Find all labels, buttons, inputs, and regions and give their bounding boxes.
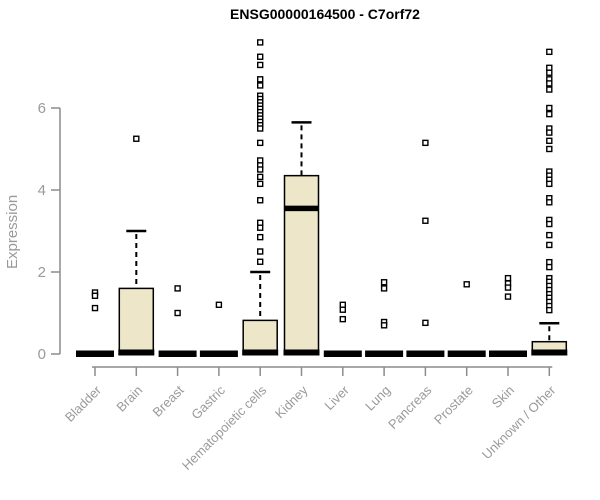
outlier-point xyxy=(422,319,429,327)
box-group-hematopoietic-cells xyxy=(242,39,279,356)
box-group-brain xyxy=(118,135,155,356)
flat-box-bar xyxy=(158,350,197,357)
y-tick-label: 0 xyxy=(38,346,46,363)
y-axis: 0 2 4 6 xyxy=(38,100,61,363)
outlier-point xyxy=(257,180,264,188)
outlier-point xyxy=(546,110,553,118)
box-group-prostate xyxy=(447,281,486,357)
outlier-point xyxy=(380,322,388,329)
flat-box-bar xyxy=(365,350,404,357)
outlier-point xyxy=(546,69,553,76)
flat-box-bar xyxy=(406,350,445,357)
box-bottom-bar xyxy=(242,349,279,356)
chart-title: ENSG00000164500 - C7orf72 xyxy=(230,6,420,22)
flat-box-bar xyxy=(489,350,527,357)
outlier-point xyxy=(257,139,264,147)
outlier-point xyxy=(257,125,264,132)
x-tick-label: Lung xyxy=(362,383,393,414)
outlier-point xyxy=(257,197,264,204)
box-bottom-bar xyxy=(283,349,320,356)
y-tick-label: 2 xyxy=(38,264,46,281)
flat-box-bar xyxy=(199,350,238,357)
flat-box-bar xyxy=(447,350,486,357)
y-tick-label: 4 xyxy=(38,182,46,199)
outlier-point xyxy=(257,82,264,89)
box-group-unknown-other xyxy=(531,48,568,356)
outlier-point xyxy=(91,304,99,312)
box-group-breast xyxy=(158,285,197,357)
outlier-point xyxy=(339,306,346,313)
flat-box-bar xyxy=(76,350,114,357)
box-group-pancreas xyxy=(406,139,445,357)
outlier-point xyxy=(546,137,553,145)
outlier-point xyxy=(257,248,264,255)
outlier-point xyxy=(546,180,553,188)
box-group-lung xyxy=(365,279,404,357)
outlier-point xyxy=(257,166,264,173)
outlier-point xyxy=(380,285,388,292)
outlier-point xyxy=(504,284,512,291)
outlier-point xyxy=(504,293,512,300)
box-group-kidney xyxy=(283,121,320,356)
box-body xyxy=(242,319,278,355)
x-tick-label: Prostate xyxy=(431,383,476,428)
outlier-point xyxy=(546,104,553,112)
outlier-point xyxy=(257,61,264,69)
outlier-point xyxy=(546,263,553,271)
outlier-point xyxy=(504,274,512,282)
outlier-point xyxy=(546,220,553,228)
x-tick-label: Brain xyxy=(113,383,145,415)
outlier-point xyxy=(422,139,429,147)
outlier-point xyxy=(546,80,553,87)
x-tick-label: Bladder xyxy=(62,382,105,425)
y-tick-label: 6 xyxy=(38,100,46,117)
outlier-point xyxy=(174,285,181,292)
outlier-point xyxy=(257,76,264,83)
outlier-point xyxy=(422,217,429,224)
outlier-point xyxy=(257,53,264,60)
box-body xyxy=(283,174,320,355)
x-tick-label: Kidney xyxy=(272,382,311,421)
outlier-point xyxy=(257,173,264,181)
x-tick-label: Gastric xyxy=(188,382,228,422)
outlier-point xyxy=(546,199,553,206)
box-group-skin xyxy=(489,274,527,357)
outlier-point xyxy=(380,279,388,286)
x-tick-label: Breast xyxy=(150,382,187,419)
outlier-point xyxy=(546,129,553,136)
x-tick-label: Skin xyxy=(489,383,517,411)
flat-box-bar xyxy=(323,350,362,357)
outlier-point xyxy=(257,233,264,241)
median-bar xyxy=(284,205,319,212)
outlier-point xyxy=(546,241,553,249)
outlier-point xyxy=(546,86,553,93)
outlier-point xyxy=(257,39,264,46)
x-tick-label: Pancreas xyxy=(385,382,435,432)
outlier-point xyxy=(133,135,140,142)
box-body xyxy=(118,287,155,355)
outlier-point xyxy=(546,231,553,239)
outlier-point xyxy=(463,281,470,288)
x-tick-label: Unknown / Other xyxy=(479,382,559,462)
box-group-liver xyxy=(323,301,362,357)
outlier-point xyxy=(91,292,99,299)
outlier-point xyxy=(215,301,223,308)
x-tick-label: Liver xyxy=(321,382,352,413)
box-group-bladder xyxy=(76,289,114,357)
outlier-point xyxy=(257,258,264,265)
outlier-point xyxy=(546,48,553,56)
outlier-point xyxy=(339,315,346,323)
box-bottom-bar xyxy=(531,349,568,356)
box-group-gastric xyxy=(199,301,238,357)
outlier-point xyxy=(546,306,553,314)
outlier-point xyxy=(257,224,264,231)
box-bottom-bar xyxy=(118,349,155,356)
outlier-point xyxy=(174,309,181,317)
outlier-point xyxy=(546,145,553,153)
